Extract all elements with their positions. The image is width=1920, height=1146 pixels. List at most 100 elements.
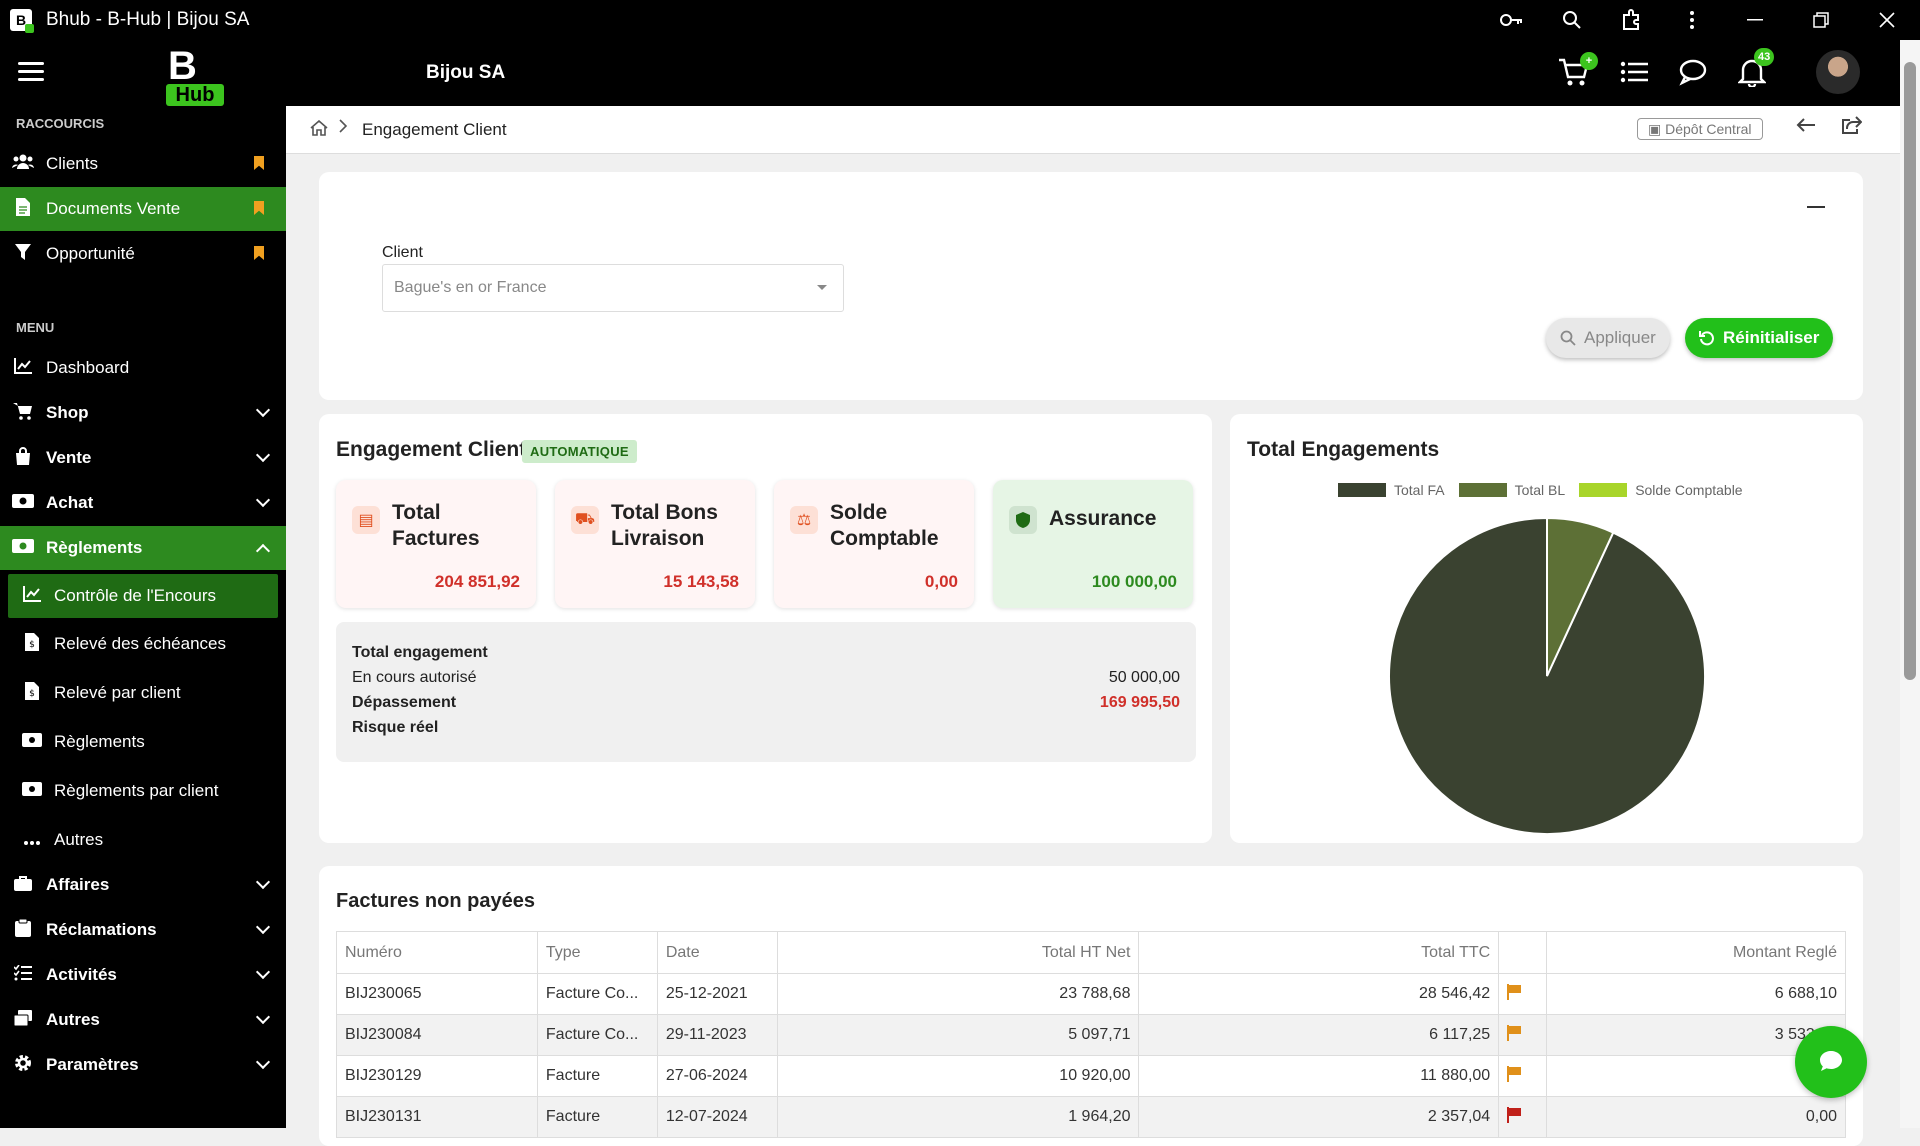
chevron-up-icon [255,543,271,559]
restore-icon[interactable] [1788,0,1854,40]
submenu-reglements[interactable]: Règlements [8,720,278,764]
submenu-releve-echeances[interactable]: $ Relevé des échéances [8,622,278,666]
legend-item[interactable]: Total FA [1338,482,1445,498]
flag-icon [1507,1024,1522,1041]
menu-shop[interactable]: Shop [0,391,286,435]
submenu-reglements-client[interactable]: Règlements par client [8,769,278,813]
col-total-ttc[interactable]: Total TTC [1138,931,1500,974]
menu-autres[interactable]: Autres [0,998,286,1042]
cell-ht: 5 097,71 [776,1014,1140,1056]
pie-slice-total-bl[interactable] [1546,516,1615,677]
submenu-controle-encours[interactable]: Contrôle de l'Encours [8,574,278,618]
submenu-releve-client[interactable]: $ Relevé par client [8,671,278,715]
extension-icon[interactable] [1602,0,1662,40]
key-icon[interactable] [1482,0,1542,40]
unpaid-invoices-card: Factures non payées Numéro Type Date Tot… [319,866,1863,1146]
chevron-right-icon [338,118,348,139]
briefcase-icon [12,875,34,896]
chevron-down-icon [255,919,271,935]
col-montant-regle[interactable]: Montant Reglé [1546,931,1846,974]
money-bill-icon [22,782,42,800]
cell-ht: 10 920,00 [776,1055,1140,1097]
menu-reglements[interactable]: Règlements [0,526,286,570]
share-icon[interactable] [1842,116,1863,140]
shortcut-clients[interactable]: Clients [0,142,286,186]
bookmark-icon[interactable] [254,246,264,260]
apply-button[interactable]: Appliquer [1546,318,1670,358]
menu-parametres[interactable]: Paramètres [0,1043,286,1087]
ellipsis-icon [22,832,42,849]
money-bill-icon [12,493,34,513]
list-icon[interactable] [1614,52,1654,92]
col-flag [1498,931,1548,974]
more-vert-icon[interactable] [1662,0,1722,40]
chart-title: Total Engagements [1247,438,1440,461]
col-date[interactable]: Date [656,931,778,974]
chevron-down-icon [255,874,271,890]
legend-item[interactable]: Total BL [1458,482,1565,498]
home-icon[interactable] [310,119,328,141]
menu-dashboard[interactable]: Dashboard [0,346,286,390]
back-arrow-icon[interactable] [1796,116,1816,139]
shopping-bag-icon [12,446,34,470]
cell-ttc: 2 357,04 [1138,1096,1500,1138]
minimize-icon[interactable] [1722,0,1788,40]
cell-date: 12-07-2024 [656,1096,778,1138]
box-icon: ▣ [1648,121,1666,137]
col-type[interactable]: Type [536,931,658,974]
chevron-down-icon [255,447,271,463]
document-icon [12,197,34,221]
table-row[interactable]: BIJ230065 Facture Co... 25-12-2021 23 788,6… [336,973,1846,1015]
collapse-icon[interactable] [1807,206,1825,208]
menu-vente[interactable]: Vente [0,436,286,480]
client-select[interactable]: Bague's en or France [382,264,844,312]
chevron-down-icon [255,1009,271,1025]
window-title: Bhub - B-Hub | Bijou SA [46,9,250,30]
bell-icon[interactable]: 43 [1732,48,1775,92]
shortcut-documents-vente[interactable]: Documents Vente [0,187,286,231]
kpi-assurance: Assurance 100 000,00 [993,480,1193,608]
chat-button[interactable] [1795,1026,1867,1098]
legend-label: Solde Comptable [1635,482,1743,498]
menu-affaires[interactable]: Affaires [0,863,286,907]
menu-activites[interactable]: Activités [0,953,286,997]
money-bill-icon [12,538,34,558]
reset-button[interactable]: Réinitialiser [1685,318,1834,358]
bookmark-icon[interactable] [254,201,264,215]
chevron-down-icon [255,1054,271,1070]
col-total-ht[interactable]: Total HT Net [776,931,1140,974]
cart-icon[interactable]: + [1554,52,1598,92]
close-icon[interactable] [1854,0,1920,40]
table-row[interactable]: BIJ230131 Facture 12-07-2024 1 964,20 2 357,… [336,1096,1846,1138]
cell-ttc: 28 546,42 [1138,973,1500,1015]
depot-badge[interactable]: ▣ Dépôt Central [1637,118,1763,140]
user-avatar[interactable] [1816,50,1860,94]
menu-reclamations[interactable]: Réclamations [0,908,286,952]
kpi-total-bons-livraison: ⛟ Total Bons Livraison 15 143,58 [555,480,755,608]
hamburger-menu-icon[interactable] [18,62,44,82]
flag-cell [1498,1014,1548,1056]
chart-legend: Total FA Total BL Solde Comptable [1338,482,1798,502]
chat-icon [1820,1051,1842,1071]
shortcut-opportunite[interactable]: Opportunité [0,232,286,276]
cell-type: Facture [536,1055,658,1097]
legend-item[interactable]: Solde Comptable [1579,482,1743,498]
scrollbar-thumb[interactable] [1904,62,1916,680]
chat-bubbles-icon[interactable] [1673,52,1713,92]
cell-date: 27-06-2024 [656,1055,778,1097]
submenu-autres[interactable]: Autres [8,818,278,862]
cell-type: Facture Co... [536,973,658,1015]
legend-swatch [1338,483,1386,497]
bookmark-icon[interactable] [254,156,264,170]
zoom-icon[interactable] [1542,0,1602,40]
engagement-card: Engagement Client AUTOMATIQUE ▤ Total Fa… [319,414,1212,843]
truck-icon: ⛟ [571,506,599,534]
engagement-summary: Total engagement En cours autorisé 50 00… [336,622,1196,762]
chevron-down-icon [255,492,271,508]
bhub-logo[interactable]: B Hub [166,46,224,108]
table-row[interactable]: BIJ230084 Facture Co... 29-11-2023 5 097,71… [336,1014,1846,1056]
col-numero[interactable]: Numéro [336,931,538,974]
menu-achat[interactable]: Achat [0,481,286,525]
filter-icon [12,243,34,265]
table-row[interactable]: BIJ230129 Facture 27-06-2024 10 920,00 11 88… [336,1055,1846,1097]
